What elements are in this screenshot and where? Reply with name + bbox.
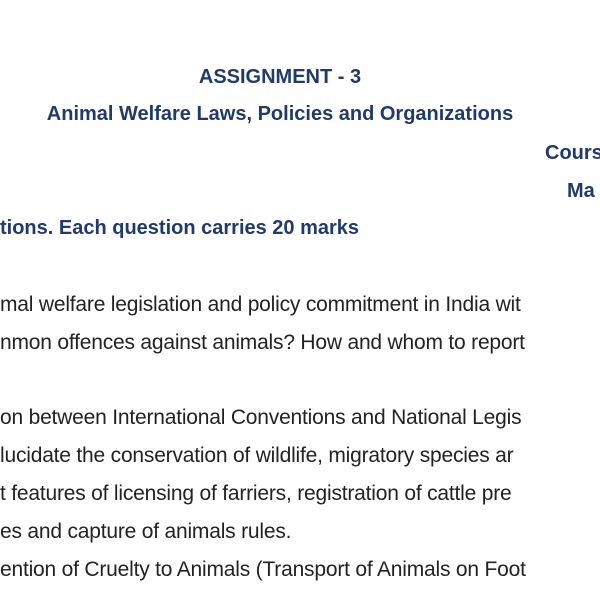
course-label: Cours <box>545 142 600 164</box>
assignment-title: ASSIGNMENT - 3 <box>198 66 362 88</box>
question-line: t features of licensing of farriers, reg… <box>0 482 512 505</box>
instructions: tions. Each question carries 20 marks <box>0 217 360 239</box>
question-line: on between International Conventions and… <box>0 406 522 429</box>
assignment-subtitle: Animal Welfare Laws, Policies and Organi… <box>46 103 514 125</box>
question-line: es and capture of animals rules. <box>0 520 292 543</box>
question-line: lucidate the conservation of wildlife, m… <box>0 444 514 467</box>
question-line: nmon offences against animals? How and w… <box>0 331 525 354</box>
question-line: mal welfare legislation and policy commi… <box>0 293 521 316</box>
question-line: ention of Cruelty to Animals (Transport … <box>0 558 526 581</box>
marks-label: Ma <box>567 180 595 202</box>
